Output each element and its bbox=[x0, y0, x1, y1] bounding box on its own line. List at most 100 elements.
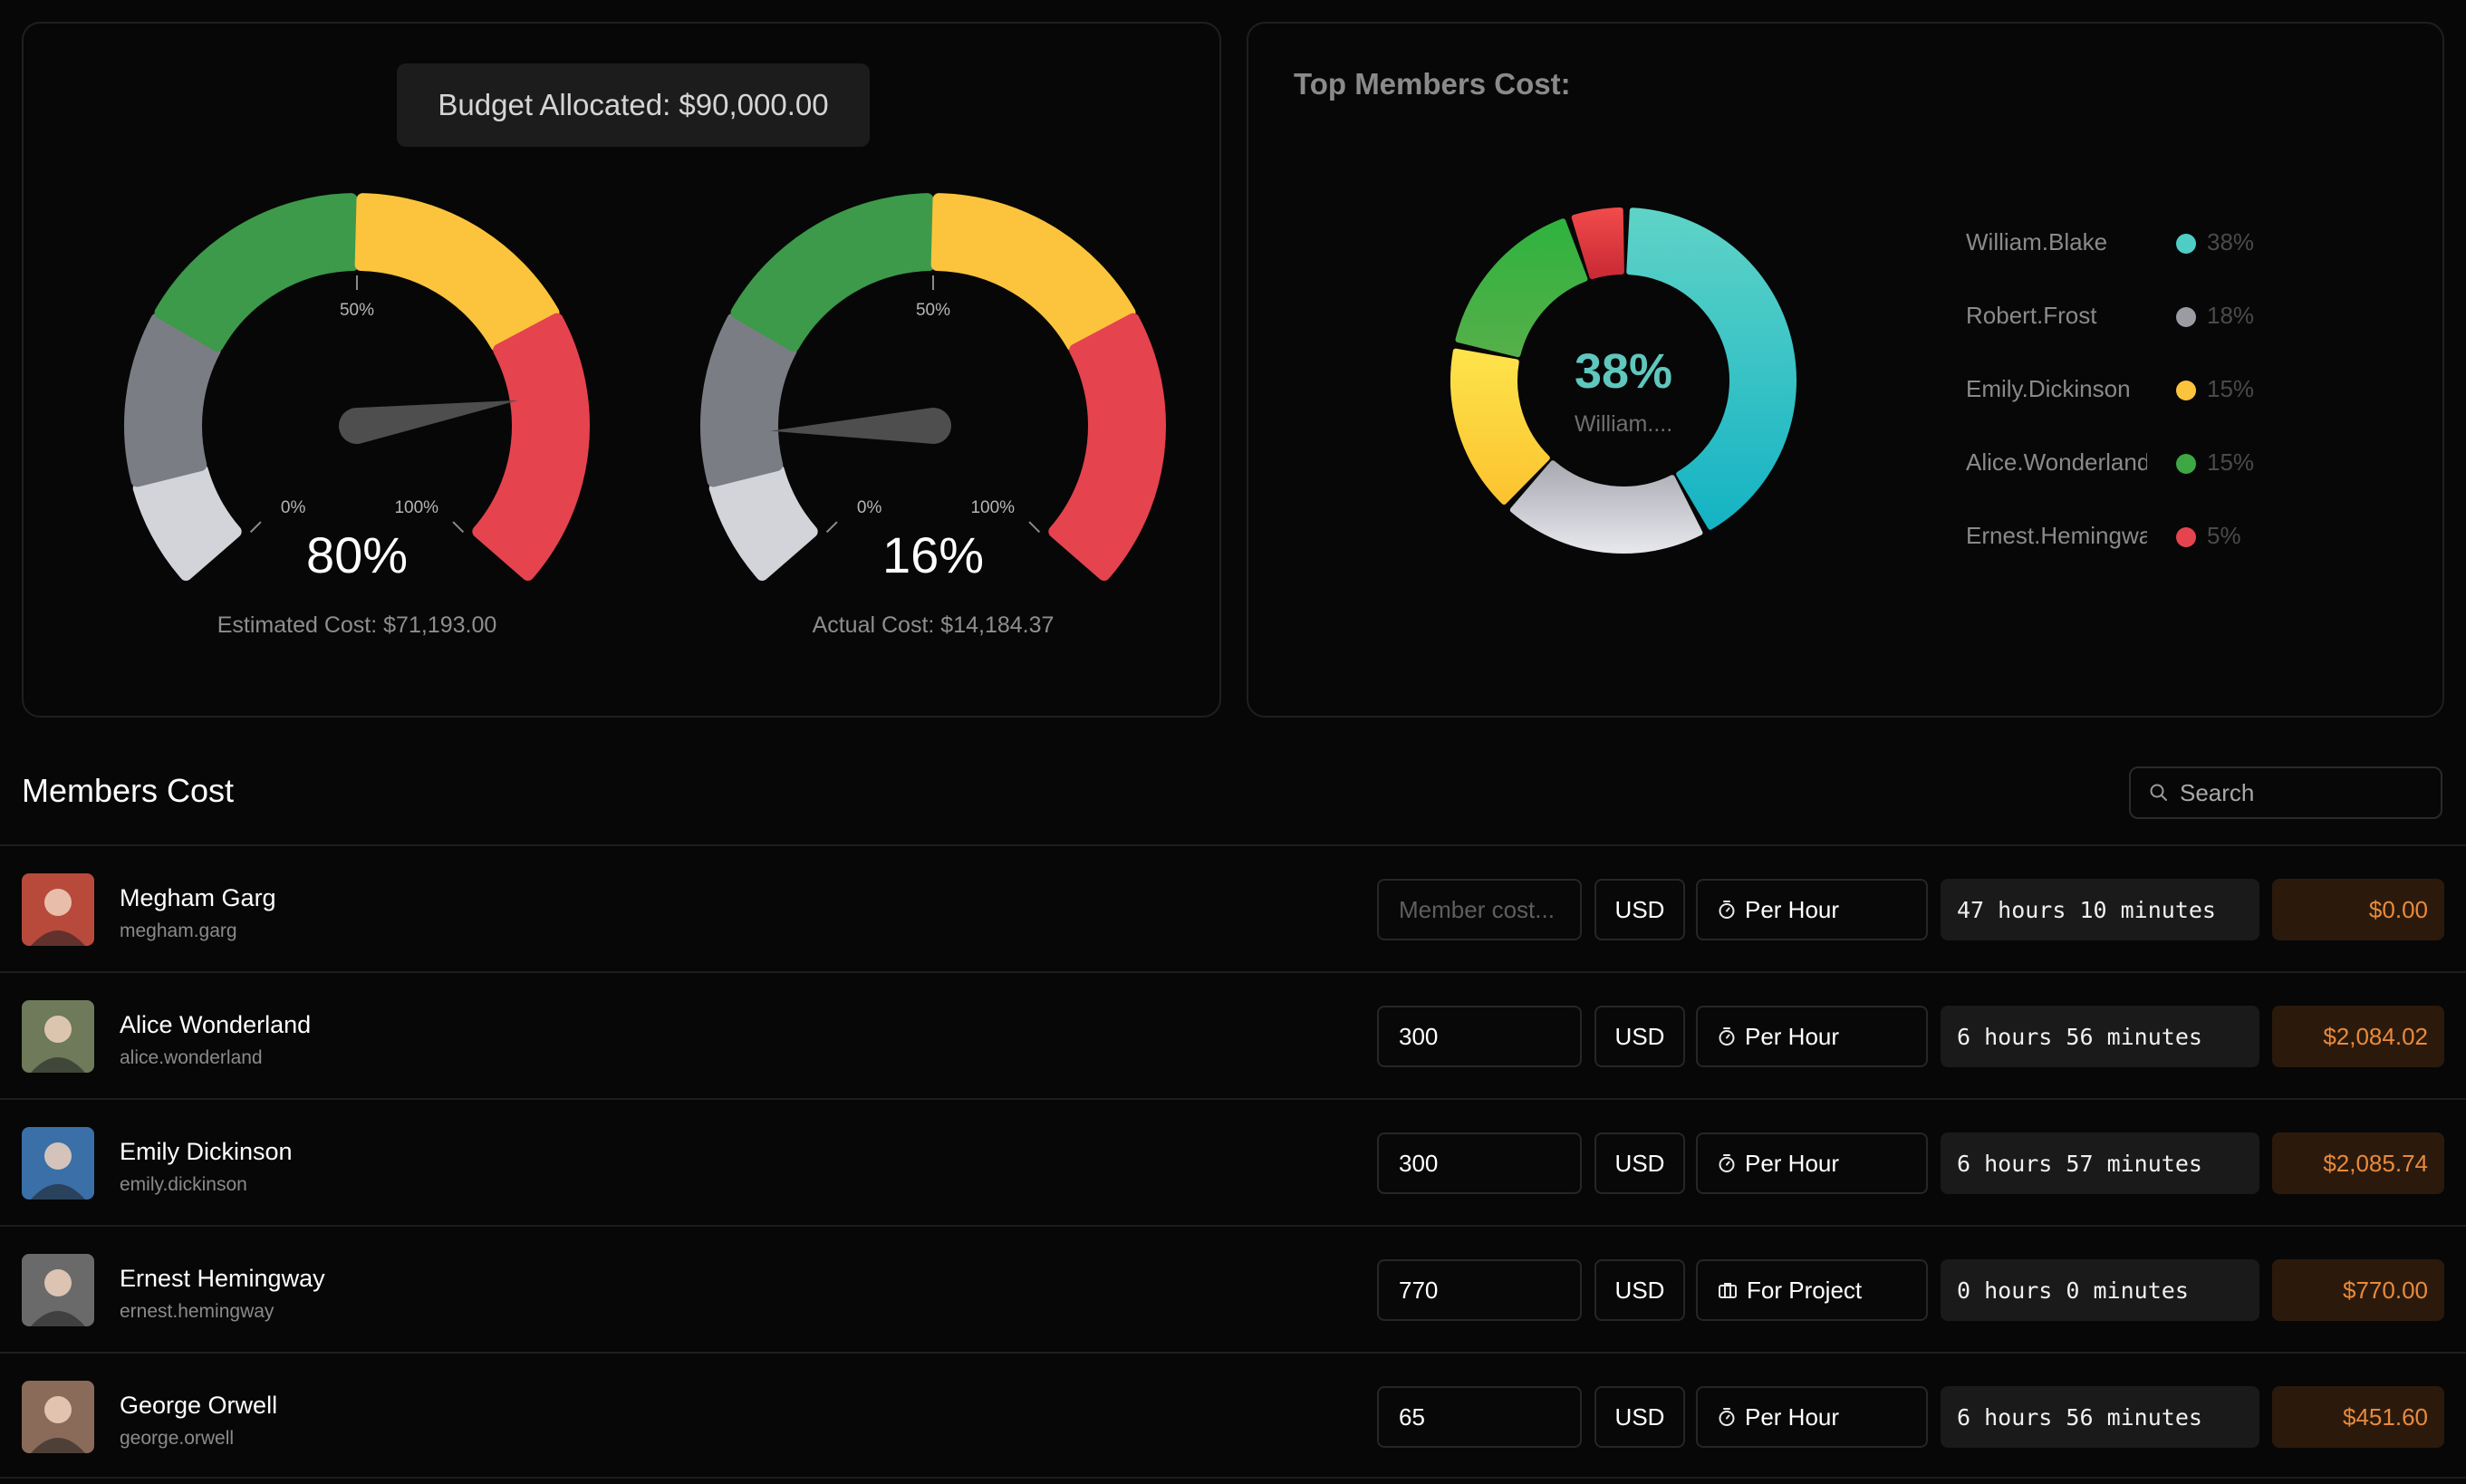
actual-cost-gauge: 0% 50% 100% 16% bbox=[700, 193, 1166, 583]
stopwatch-icon bbox=[1719, 901, 1735, 919]
member-cost-input[interactable]: 770 bbox=[1377, 1259, 1582, 1321]
rate-unit-label: For Project bbox=[1747, 1276, 1863, 1304]
rate-unit-label: Per Hour bbox=[1745, 1022, 1840, 1050]
member-cost-value: 300 bbox=[1399, 1022, 1439, 1050]
currency-select[interactable]: USD bbox=[1594, 1386, 1685, 1448]
member-cost-value: 770 bbox=[1399, 1276, 1439, 1304]
currency-select[interactable]: USD bbox=[1594, 1006, 1685, 1067]
gauge-band-gray bbox=[700, 313, 797, 487]
gauge-band-green bbox=[154, 193, 360, 352]
gauge-tick-label-half: 50% bbox=[916, 301, 950, 320]
member-name: George Orwell bbox=[120, 1392, 278, 1419]
rate-unit-select[interactable]: Per Hour bbox=[1696, 879, 1928, 940]
avatar-silhouette bbox=[31, 889, 85, 946]
gauge-tick-label-full: 100% bbox=[394, 498, 438, 517]
member-cost-input[interactable]: 300 bbox=[1377, 1006, 1582, 1067]
rate-unit-select[interactable]: Per Hour bbox=[1696, 1006, 1928, 1067]
currency-label: USD bbox=[1614, 1402, 1665, 1431]
gauge-band-light bbox=[708, 464, 818, 582]
member-username: ernest.hemingway bbox=[120, 1301, 275, 1322]
gauge-needle bbox=[770, 407, 952, 444]
gauge-tick-label-zero: 0% bbox=[857, 498, 882, 517]
currency-select[interactable]: USD bbox=[1594, 1259, 1685, 1321]
legend-name: Ernest.Hemingway bbox=[1966, 522, 2147, 549]
stopwatch-icon bbox=[1719, 1154, 1735, 1172]
total-cost-value: $770.00 bbox=[2343, 1276, 2428, 1304]
total-cost-value: $0.00 bbox=[2368, 895, 2428, 923]
legend-name: Robert.Frost bbox=[1966, 302, 2097, 329]
duration-value: 47 hours 10 minutes bbox=[1957, 896, 2216, 923]
member-cost-placeholder: Member cost... bbox=[1399, 895, 1555, 923]
currency-label: USD bbox=[1614, 1276, 1665, 1304]
gauge-band-gray bbox=[124, 313, 221, 487]
member-row: Alice Wonderland alice.wonderland 300 US… bbox=[0, 971, 2466, 1098]
member-name: Megham Garg bbox=[120, 884, 276, 911]
rate-unit-label: Per Hour bbox=[1745, 895, 1840, 923]
donut-slice-alice-wonderland[interactable] bbox=[1455, 218, 1588, 358]
member-name: Alice Wonderland bbox=[120, 1011, 312, 1038]
avatar-silhouette bbox=[31, 1396, 85, 1453]
top-members-donut-chart: 38% William.... bbox=[1450, 207, 1797, 554]
gauge-tick-full bbox=[1028, 521, 1041, 534]
donut-slice-ernest-hemingway[interactable] bbox=[1571, 207, 1624, 280]
duration-value: 6 hours 56 minutes bbox=[1957, 1023, 2202, 1050]
member-row: Emily Dickinson emily.dickinson 300 USD … bbox=[0, 1098, 2466, 1225]
legend-percent: 15% bbox=[2207, 375, 2255, 402]
budget-allocated-label: Budget Allocated: $90,000.00 bbox=[397, 63, 870, 147]
member-row: George Orwell george.orwell 65 USD Per H… bbox=[0, 1352, 2466, 1479]
donut-slice-emily-dickinson[interactable] bbox=[1450, 348, 1550, 506]
member-row: Ernest Hemingway ernest.hemingway 770 US… bbox=[0, 1225, 2466, 1352]
gauge-band-yellow bbox=[354, 193, 560, 352]
duration-field: 6 hours 56 minutes bbox=[1941, 1386, 2259, 1448]
legend-percent: 38% bbox=[2207, 228, 2255, 255]
gauge-tick-zero bbox=[249, 521, 262, 534]
member-row: Megham Garg megham.garg Member cost... U… bbox=[0, 844, 2466, 971]
member-username: george.orwell bbox=[120, 1428, 235, 1449]
donut-center-label: William.... bbox=[1575, 411, 1672, 437]
rate-unit-select[interactable]: For Project bbox=[1696, 1259, 1928, 1321]
budget-card: Budget Allocated: $90,000.00 0% 50% 100% 80… bbox=[22, 22, 1221, 718]
member-cost-input[interactable]: Member cost... bbox=[1377, 879, 1582, 940]
donut-center-value: 38% bbox=[1575, 344, 1672, 399]
currency-select[interactable]: USD bbox=[1594, 1132, 1685, 1194]
search-icon bbox=[2150, 784, 2167, 801]
legend-percent: 5% bbox=[2207, 522, 2241, 549]
duration-value: 6 hours 57 minutes bbox=[1957, 1150, 2202, 1177]
donut-slice-robert-frost[interactable] bbox=[1509, 460, 1703, 554]
member-cost-input[interactable]: 300 bbox=[1377, 1132, 1582, 1194]
donut-slice-william-blake[interactable] bbox=[1626, 207, 1797, 530]
currency-label: USD bbox=[1614, 1022, 1665, 1050]
stopwatch-icon bbox=[1719, 1408, 1735, 1426]
avatar-silhouette bbox=[31, 1269, 85, 1326]
gauge-band-green bbox=[730, 193, 936, 352]
member-cost-input[interactable]: 65 bbox=[1377, 1386, 1582, 1448]
rate-unit-select[interactable]: Per Hour bbox=[1696, 1132, 1928, 1194]
search-input[interactable]: Search bbox=[2129, 766, 2442, 819]
total-cost-badge: $0.00 bbox=[2272, 879, 2444, 940]
rate-unit-label: Per Hour bbox=[1745, 1402, 1840, 1431]
currency-select[interactable]: USD bbox=[1594, 879, 1685, 940]
duration-value: 6 hours 56 minutes bbox=[1957, 1403, 2202, 1431]
currency-label: USD bbox=[1614, 1149, 1665, 1177]
currency-label: USD bbox=[1614, 895, 1665, 923]
total-cost-badge: $451.60 bbox=[2272, 1386, 2444, 1448]
duration-field: 47 hours 10 minutes bbox=[1941, 879, 2259, 940]
legend-color-dot bbox=[2176, 454, 2196, 474]
avatar bbox=[22, 1127, 94, 1200]
gauge-band-yellow bbox=[930, 193, 1136, 352]
gauge-value: 80% bbox=[306, 526, 408, 583]
legend-percent: 15% bbox=[2207, 448, 2255, 476]
legend-color-dot bbox=[2176, 527, 2196, 547]
rate-unit-select[interactable]: Per Hour bbox=[1696, 1386, 1928, 1448]
legend-name: Emily.Dickinson bbox=[1966, 375, 2131, 402]
total-cost-value: $2,085.74 bbox=[2323, 1149, 2428, 1177]
member-username: megham.garg bbox=[120, 920, 237, 941]
member-cost-value: 300 bbox=[1399, 1149, 1439, 1177]
stopwatch-icon bbox=[1719, 1027, 1735, 1046]
top-members-title: Top Members Cost: bbox=[1294, 67, 1571, 101]
avatar-silhouette bbox=[31, 1142, 85, 1200]
gauge-tick-label-full: 100% bbox=[970, 498, 1015, 517]
total-cost-badge: $2,085.74 bbox=[2272, 1132, 2444, 1194]
legend-color-dot bbox=[2176, 307, 2196, 327]
legend-name: William.Blake bbox=[1966, 228, 2108, 255]
